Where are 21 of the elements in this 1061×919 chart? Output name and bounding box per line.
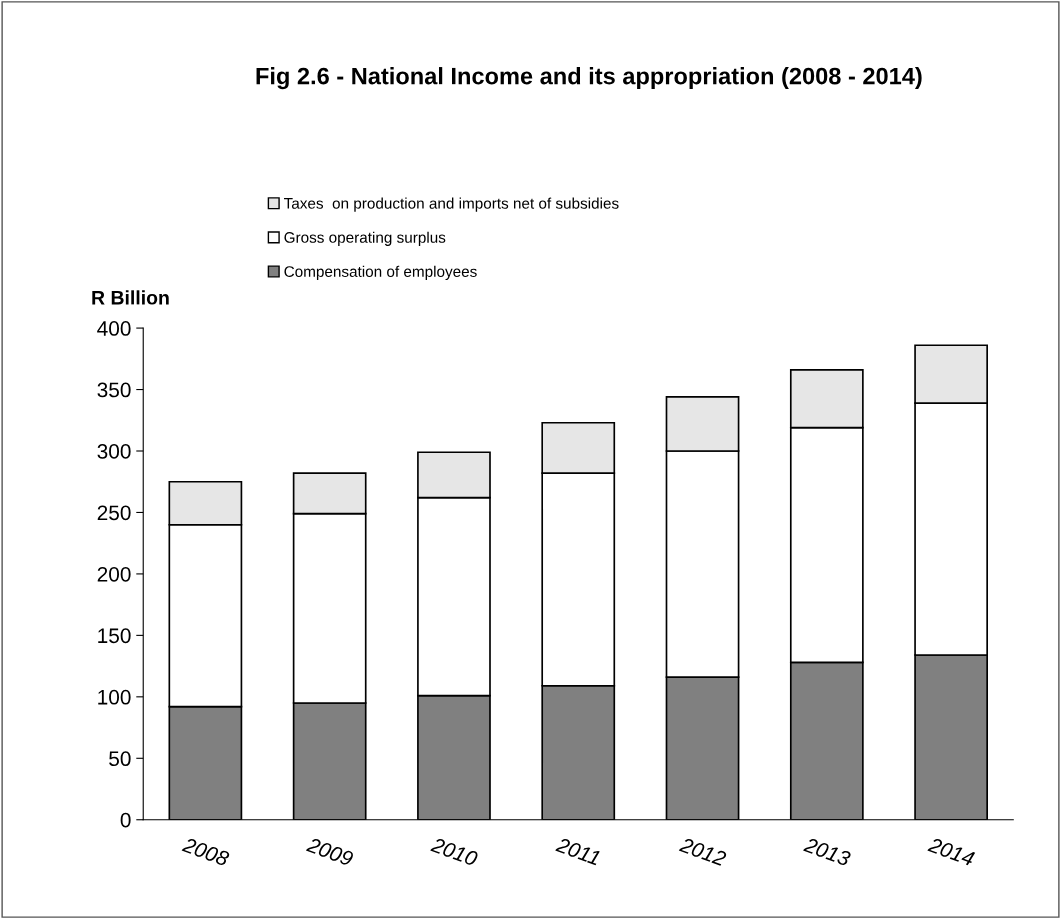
legend-label: Gross operating surplus [284,231,446,246]
x-tick-label: 2012 [678,836,728,867]
y-tick-label: 150 [98,628,131,644]
y-tick-label: 0 [120,812,131,828]
y-tick-label: 100 [98,689,131,705]
y-tick-label: 300 [97,444,131,459]
y-tick-label: 350 [97,382,131,398]
y-tick-label: 400 [97,321,131,336]
legend-label: Taxes on production and imports net of subsidies [284,197,619,212]
x-tick-label: 2014 [927,836,976,867]
x-tick-label: 2011 [555,836,601,866]
x-tick-label: 2013 [803,836,852,867]
x-tick-label: 2009 [305,836,355,867]
y-tick-label: 200 [97,566,131,582]
y-axis-title: R Billion [92,290,169,305]
x-tick-label: 2010 [430,836,479,867]
legend-label: Compensation of employees [284,265,477,280]
y-tick-label: 50 [109,751,131,767]
x-tick-label: 2008 [181,836,231,867]
chart-title: Fig 2.6 - National Income and its appropriation (2008 - 2014) [256,67,922,90]
y-tick-label: 250 [97,505,131,521]
